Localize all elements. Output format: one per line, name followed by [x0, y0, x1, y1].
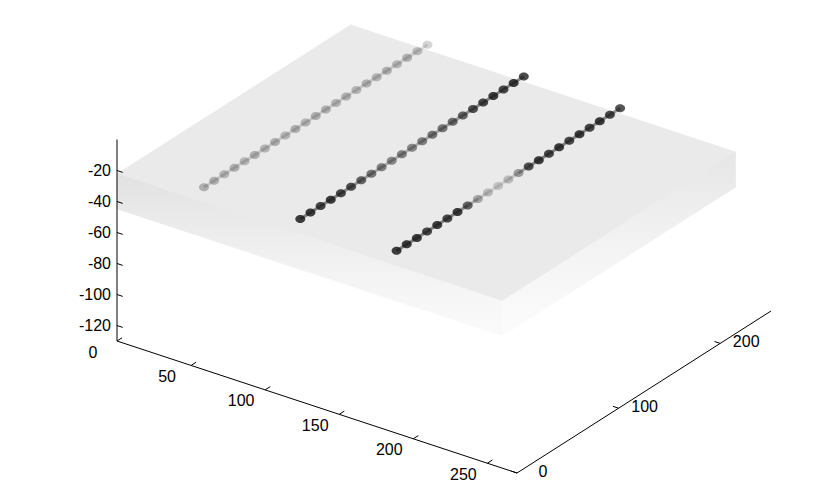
svg-text:-60: -60: [88, 224, 111, 241]
svg-text:0: 0: [539, 463, 548, 480]
svg-text:-80: -80: [88, 255, 111, 272]
svg-text:100: 100: [631, 398, 658, 415]
svg-text:-40: -40: [88, 193, 111, 210]
svg-text:-120: -120: [79, 317, 111, 334]
svg-text:-100: -100: [79, 286, 111, 303]
svg-text:250: 250: [450, 466, 477, 483]
svg-text:50: 50: [158, 368, 176, 385]
svg-text:200: 200: [733, 333, 760, 350]
svg-text:100: 100: [228, 392, 255, 409]
svg-text:-20: -20: [88, 162, 111, 179]
svg-text:200: 200: [376, 441, 403, 458]
svg-text:150: 150: [302, 417, 329, 434]
svg-text:0: 0: [89, 344, 98, 361]
